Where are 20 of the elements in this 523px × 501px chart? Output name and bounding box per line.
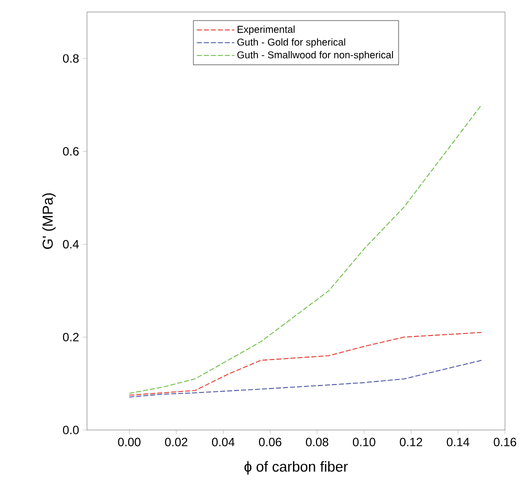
line-series — [128, 360, 482, 398]
x-tick-label: 0.14 — [446, 438, 470, 446]
x-tick-label: 0.10 — [352, 438, 376, 446]
x-axis-title: ϕ of carbon fiber — [244, 461, 348, 475]
y-tick-label: 0.0 — [62, 426, 79, 434]
x-tick-label: 0.08 — [306, 438, 328, 446]
y-axis-title: G' (MPa) — [42, 193, 56, 249]
x-tick-label: 0.00 — [118, 438, 140, 446]
legend-label: Guth - Smallwood for non-spherical — [237, 51, 393, 60]
legend-label: Experimental — [238, 26, 295, 35]
y-tick-label: 0.8 — [62, 54, 79, 63]
x-tick-label: 0.16 — [494, 438, 516, 446]
y-tick-label: 0.2 — [62, 332, 79, 342]
y-tick-label: 0.4 — [62, 240, 79, 248]
y-tick-label: 0.6 — [62, 147, 79, 156]
x-tick-label: 0.04 — [212, 438, 235, 446]
legend-label: Guth - Gold for spherical — [237, 38, 346, 48]
x-tick-label: 0.02 — [165, 438, 188, 446]
x-tick-label: 0.06 — [258, 438, 282, 446]
x-tick-label: 0.12 — [400, 438, 422, 446]
